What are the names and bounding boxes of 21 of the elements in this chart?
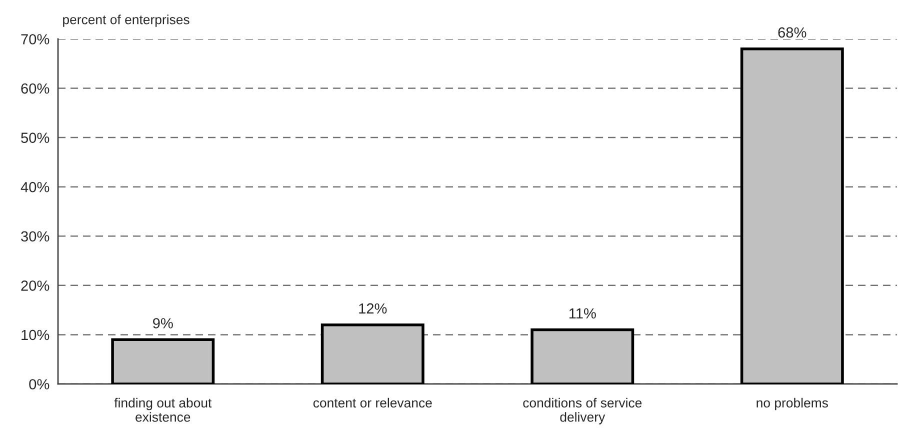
y-tick-label: 0% [29,379,50,390]
bar [530,328,634,384]
y-tick-label: 70% [21,34,50,44]
data-label: 9% [153,318,173,328]
x-tick-label: content or relevance [313,398,432,408]
data-label: 68% [778,27,806,38]
bar [111,338,215,384]
y-tick-label: 30% [21,231,50,242]
y-axis-title: percent of enterprises [63,14,190,27]
data-label: 11% [569,308,596,318]
x-tick-label: no problems [756,398,828,410]
bar [320,323,424,384]
y-tick-label: 60% [21,83,50,94]
y-tick-label: 10% [22,330,50,340]
bar [740,47,844,384]
y-tick-label: 20% [21,280,50,291]
data-label: 12% [359,303,387,314]
x-tick-label: conditions of service delivery [523,398,642,424]
x-tick-label: finding out about existence [114,398,212,422]
y-tick-label: 40% [20,182,50,192]
y-tick-label: 50% [21,132,50,143]
